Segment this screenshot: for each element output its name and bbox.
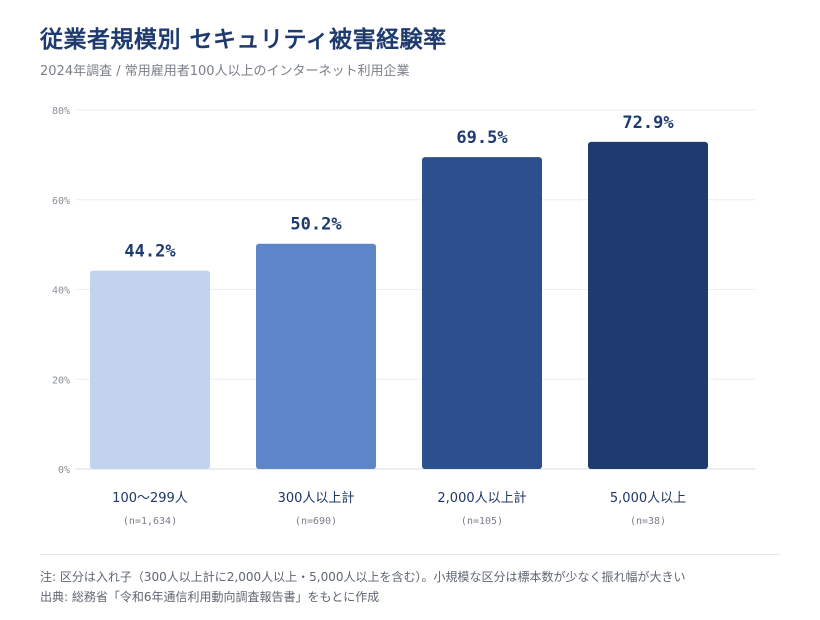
bar — [422, 157, 542, 469]
x-category-label: 100〜299人 — [112, 491, 188, 506]
y-tick-label: 60% — [52, 196, 70, 207]
sample-size-label: (n=690) — [295, 516, 337, 527]
chart-subtitle: 2024年調査 / 常用雇用者100人以上のインターネット利用企業 — [40, 64, 410, 79]
data-label: 72.9% — [622, 113, 674, 133]
sample-size-label: (n=1,634) — [123, 516, 177, 527]
bar — [90, 270, 210, 469]
chart-notes: 注: 区分は入れ子（300人以上計に2,000人以上・5,000人以上を含む）。… — [40, 554, 780, 607]
x-category-label: 300人以上計 — [278, 490, 355, 506]
data-label: 50.2% — [290, 215, 342, 235]
data-label: 44.2% — [124, 242, 176, 262]
data-label: 69.5% — [456, 128, 508, 148]
sample-size-label: (n=105) — [461, 516, 503, 527]
bar — [256, 243, 376, 469]
bar-chart: 0% 20% 40% 60% 80% 44.2% 100〜299人 (n=1,634) 50.2… — [52, 106, 755, 527]
sample-size-label: (n=38) — [630, 516, 666, 527]
footnote: 注: 区分は入れ子（300人以上計に2,000人以上・5,000人以上を含む）。… — [40, 570, 686, 584]
y-tick-label: 0% — [58, 465, 70, 476]
x-category-label: 5,000人以上 — [610, 491, 686, 506]
y-tick-label: 20% — [52, 375, 70, 386]
x-category-label: 2,000人以上計 — [437, 490, 526, 506]
y-tick-label: 40% — [52, 286, 70, 297]
bar — [588, 141, 708, 469]
source-note: 出典: 総務省「令和6年通信利用動向調査報告書」をもとに作成 — [40, 590, 380, 604]
chart-title: 従業者規模別 セキュリティ被害経験率 — [40, 27, 447, 53]
y-tick-label: 80% — [52, 106, 70, 117]
